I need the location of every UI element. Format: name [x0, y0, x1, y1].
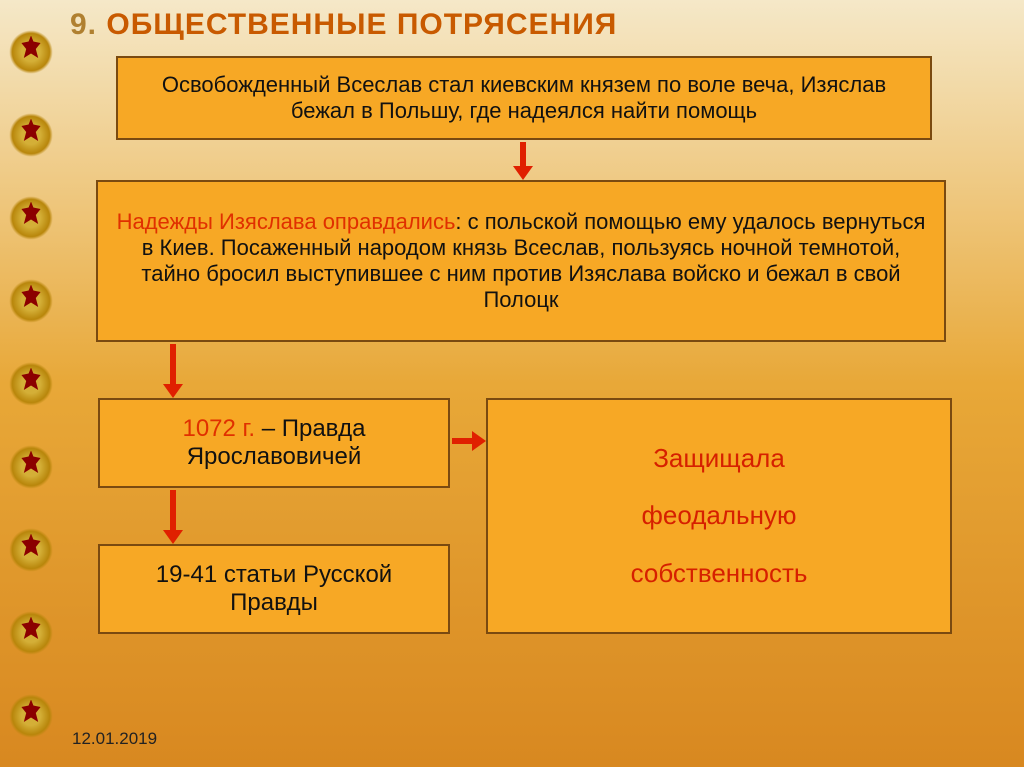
box2-content: Надежды Изяслава оправдались: с польской…	[112, 209, 930, 313]
title-text: Общественные потрясения	[106, 8, 617, 41]
eagle-emblem-icon	[9, 279, 53, 323]
box-vseslav-text: Освобожденный Всеслав стал киевским княз…	[132, 72, 916, 124]
title-number: 9.	[70, 8, 97, 41]
eagle-emblem-icon	[9, 445, 53, 489]
box3-year: 1072 г.	[182, 415, 255, 442]
eagle-emblem-icon	[9, 30, 53, 74]
emblem-sidebar	[0, 0, 62, 767]
eagle-emblem-icon	[9, 362, 53, 406]
arrow-4-right	[452, 438, 474, 444]
box5-line3: собственность	[631, 558, 808, 589]
arrow-2-down	[170, 344, 176, 386]
box3-content: 1072 г. – Правда Ярославовичей	[114, 415, 434, 471]
arrow-3-down	[170, 490, 176, 532]
box2-lead: Надежды Изяслава оправдались	[117, 209, 456, 234]
eagle-emblem-icon	[9, 528, 53, 572]
eagle-emblem-icon	[9, 196, 53, 240]
eagle-emblem-icon	[9, 113, 53, 157]
eagle-emblem-icon	[9, 611, 53, 655]
slide-title: 9. Общественные потрясения	[70, 8, 617, 42]
box-pravda-year: 1072 г. – Правда Ярославовичей	[98, 398, 450, 488]
box-vseslav: Освобожденный Всеслав стал киевским княз…	[116, 56, 932, 140]
box5-line2: феодальную	[642, 500, 797, 531]
box5-line1: Защищала	[653, 443, 785, 474]
arrow-1-down	[520, 142, 526, 168]
box4-text: 19-41 статьи Русской Правды	[114, 561, 434, 617]
slide-date: 12.01.2019	[72, 729, 157, 749]
box-articles: 19-41 статьи Русской Правды	[98, 544, 450, 634]
box-izyaslav-return: Надежды Изяслава оправдались: с польской…	[96, 180, 946, 342]
box-feudal: Защищала феодальную собственность	[486, 398, 952, 634]
eagle-emblem-icon	[9, 694, 53, 738]
